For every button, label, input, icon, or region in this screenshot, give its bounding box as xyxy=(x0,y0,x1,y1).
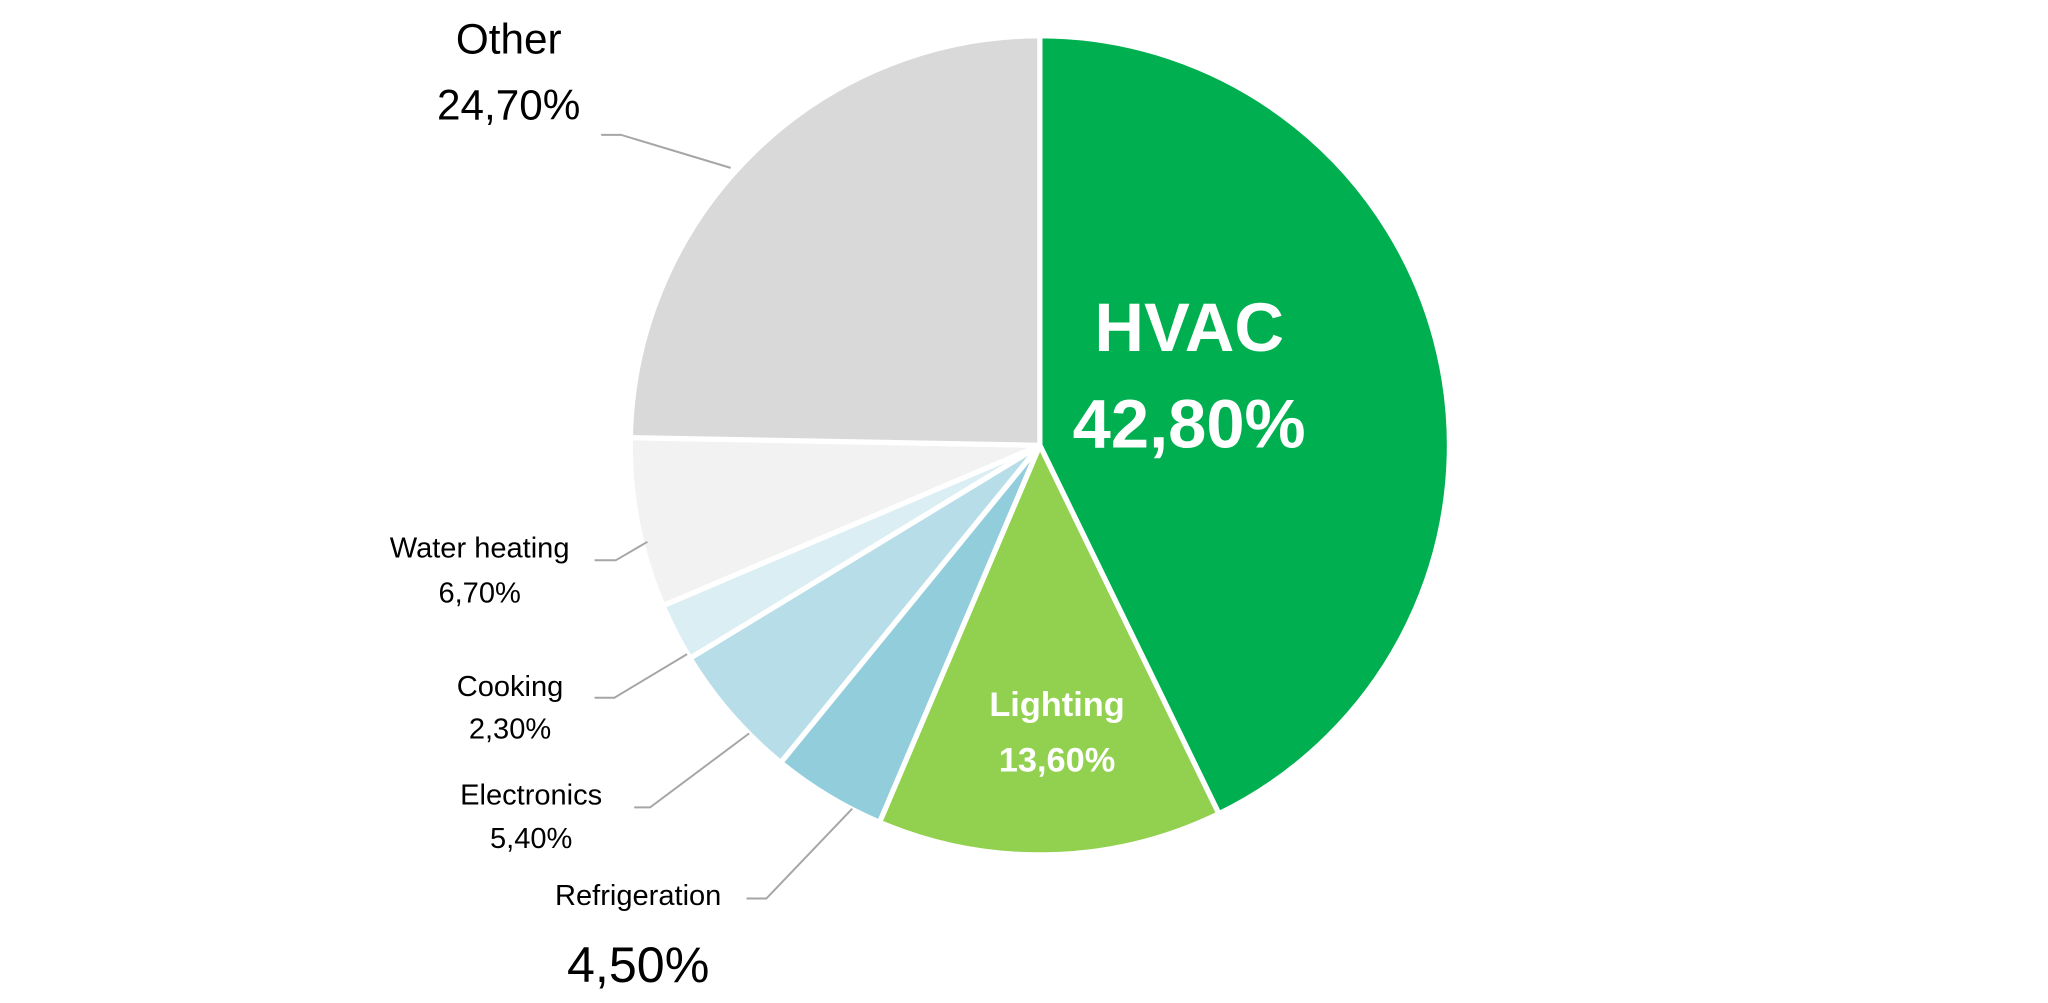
pie-slice xyxy=(876,442,1222,858)
slice-label: HVAC xyxy=(1094,289,1284,366)
data-labels: HVAC 42,80% Lighting 13,60% Refrigeration 4,5… xyxy=(390,16,1306,993)
pie xyxy=(627,33,1453,858)
leader-line xyxy=(601,133,731,169)
value-label: 42,80% xyxy=(1073,386,1306,463)
value-label: 5,40% xyxy=(490,823,572,855)
slice-label: Lighting xyxy=(989,686,1124,724)
leader-line xyxy=(746,808,853,900)
slice-label: Electronics xyxy=(460,779,602,811)
pie-slice xyxy=(687,442,1043,766)
pie-slice xyxy=(1037,33,1453,817)
slice-label: Other xyxy=(456,16,562,63)
pie-slice xyxy=(627,434,1043,609)
value-label: 13,60% xyxy=(999,742,1115,780)
slice-label: Cooking xyxy=(457,671,564,703)
value-label: 6,70% xyxy=(438,577,520,609)
slice-label: Water heating xyxy=(390,532,570,564)
value-label: 2,30% xyxy=(469,713,551,745)
value-label: 24,70% xyxy=(437,82,580,129)
value-label: 4,50% xyxy=(567,937,709,993)
leader-line xyxy=(634,732,750,809)
pie-slice xyxy=(627,33,1043,448)
leader-line xyxy=(594,653,688,699)
slice-label: Refrigeration xyxy=(555,880,721,912)
leader-lines xyxy=(594,133,853,900)
leader-line xyxy=(594,540,648,562)
